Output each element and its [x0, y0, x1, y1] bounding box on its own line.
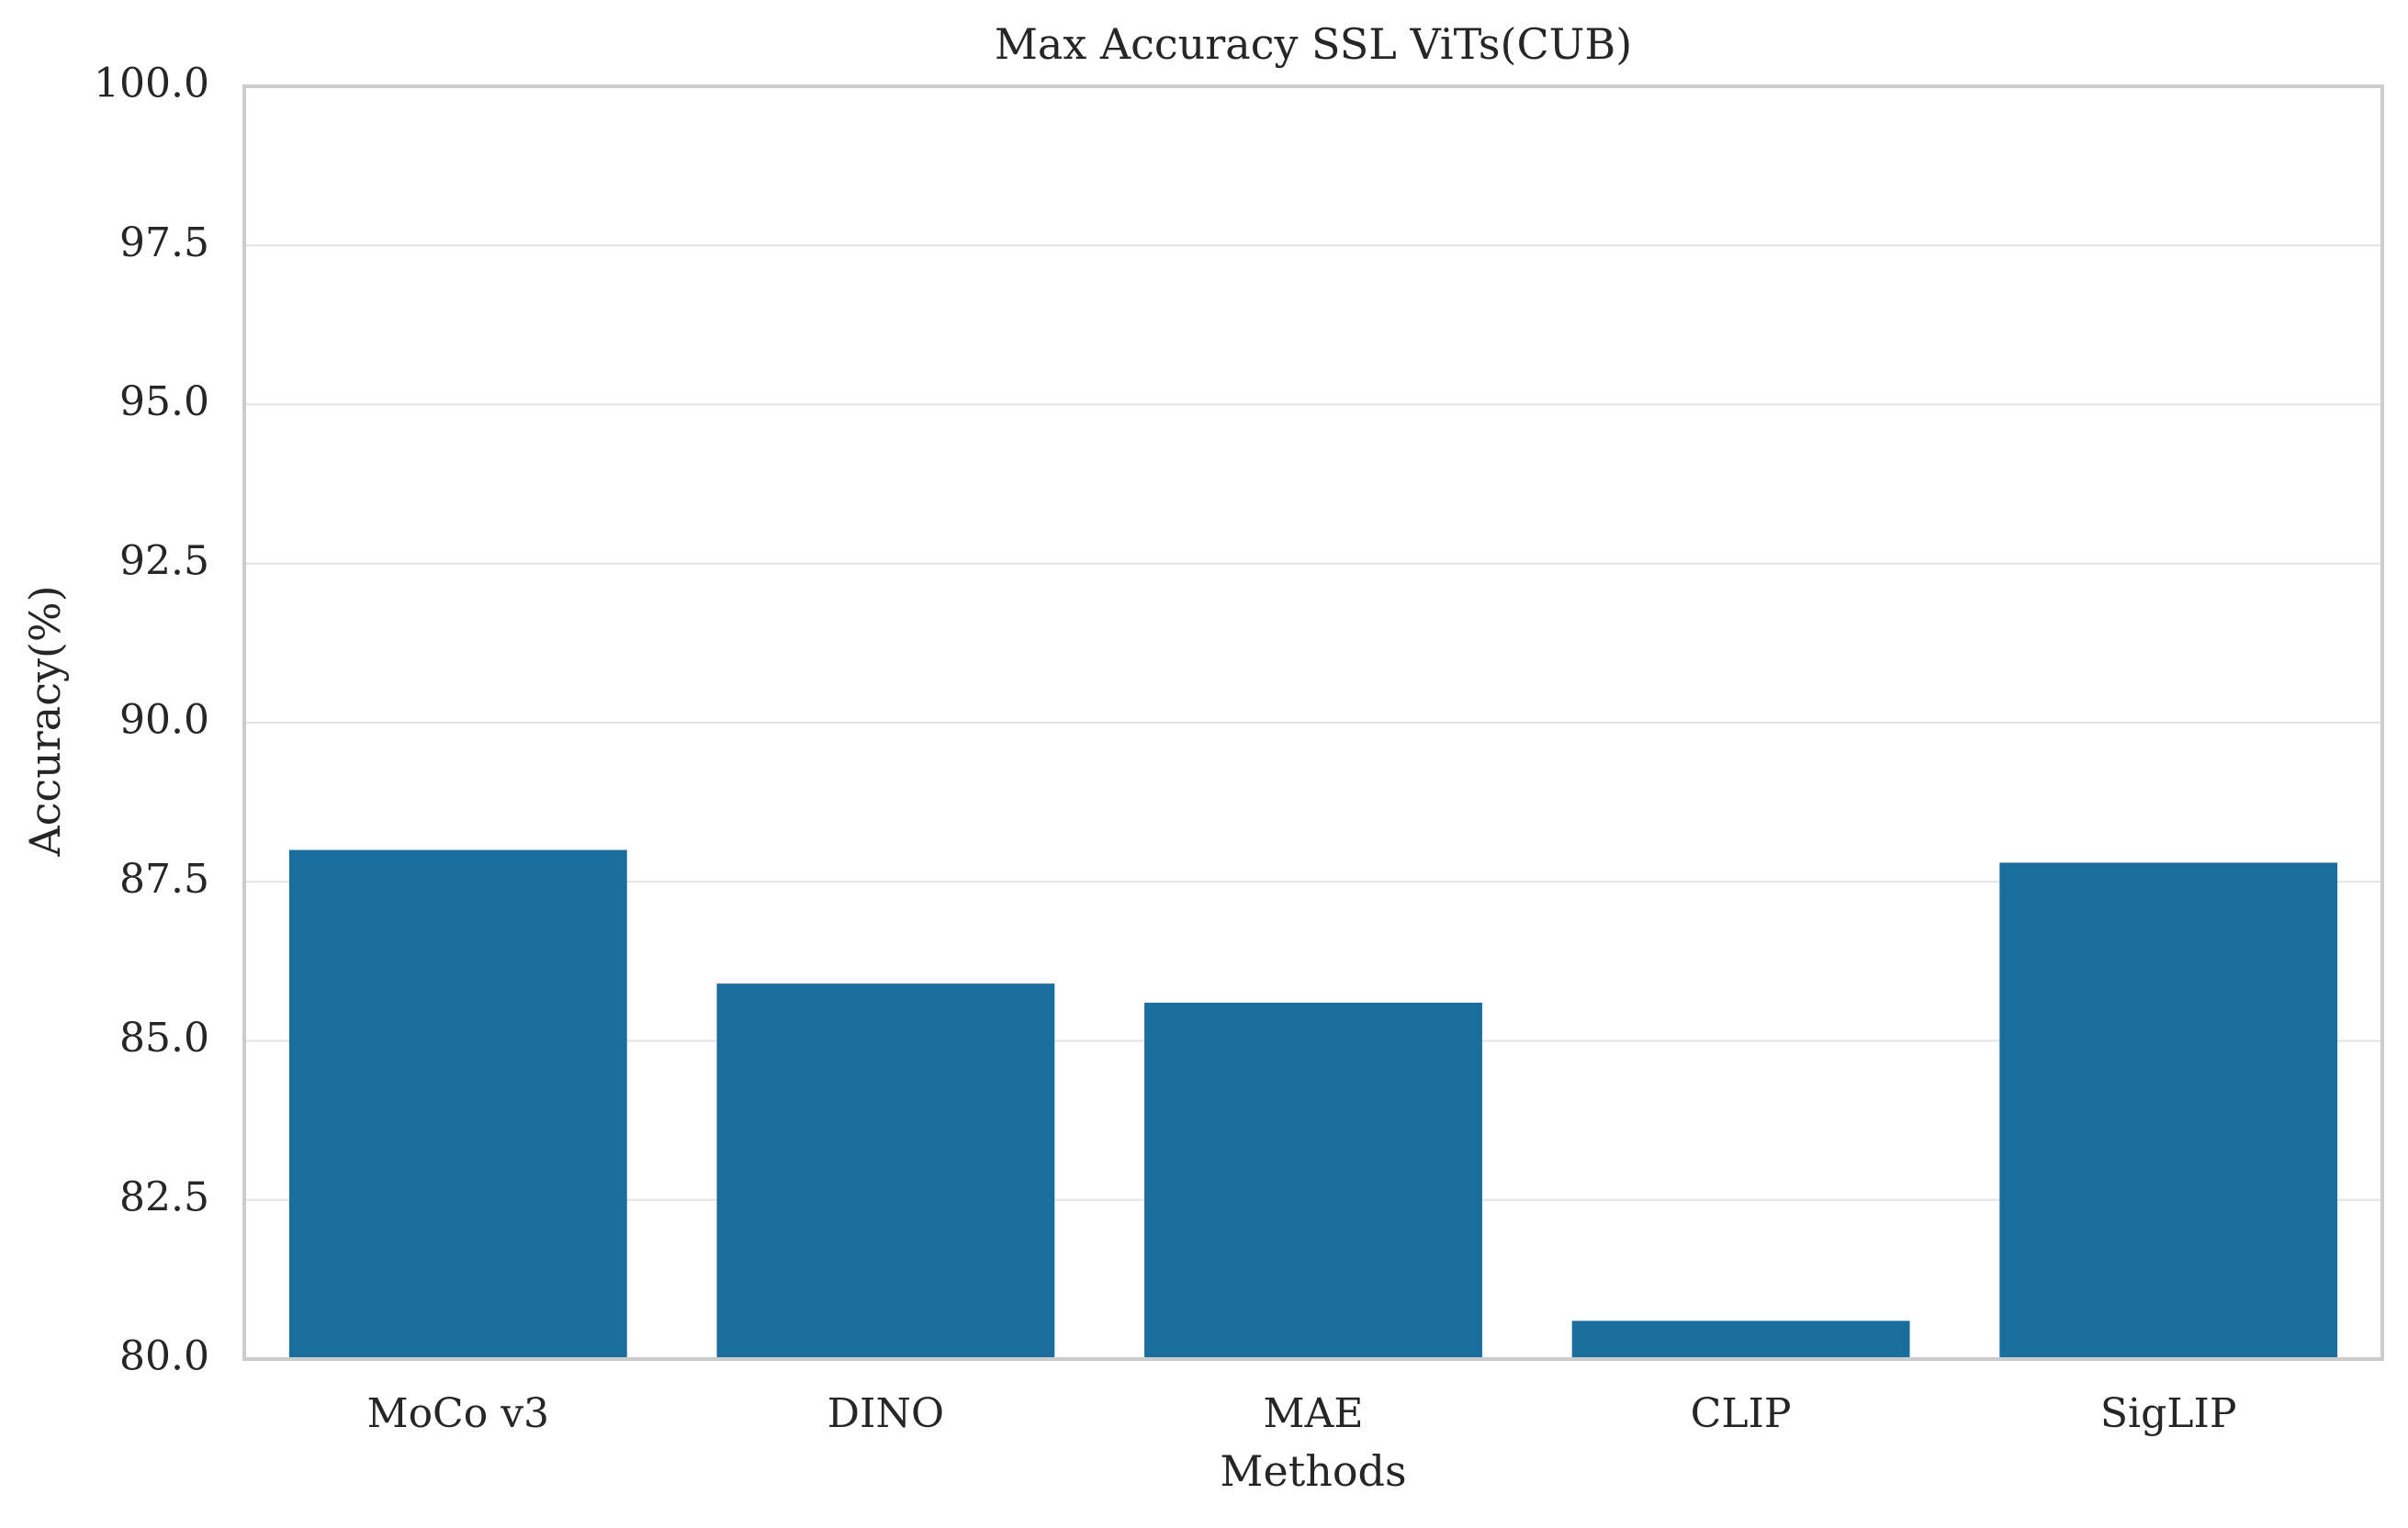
y-tick-label: 92.5 — [119, 537, 209, 584]
y-tick-label: 82.5 — [119, 1174, 209, 1220]
plot-frame — [242, 84, 2384, 1361]
x-tick-label: MoCo v3 — [367, 1390, 550, 1437]
bar-mae — [1144, 1002, 1482, 1359]
x-axis-label: Methods — [1220, 1446, 1406, 1496]
y-tick-label: 87.5 — [119, 856, 209, 903]
x-tick-labels: MoCo v3 DINO MAE CLIP SigLIP — [367, 1390, 2237, 1437]
bar-dino — [716, 983, 1055, 1359]
x-tick-label: MAE — [1264, 1390, 1364, 1437]
y-tick-label: 100.0 — [94, 61, 209, 107]
bar-clip — [1571, 1320, 1910, 1359]
y-tick-label: 95.0 — [119, 378, 209, 425]
y-tick-labels: 80.0 82.5 85.0 87.5 90.0 92.5 95.0 97.5 100.0 — [94, 61, 209, 1380]
bar-siglip — [1999, 862, 2338, 1359]
y-tick-label: 90.0 — [119, 697, 209, 744]
chart-title: Max Accuracy SSL ViTs(CUB) — [995, 19, 1632, 69]
y-axis-label: Accuracy(%) — [20, 585, 70, 857]
x-tick-label: SigLIP — [2100, 1390, 2237, 1437]
bar-moco-v3 — [288, 849, 627, 1359]
x-tick-label: CLIP — [1691, 1390, 1792, 1437]
x-tick-label: DINO — [827, 1390, 944, 1437]
y-tick-label: 80.0 — [119, 1333, 209, 1380]
y-tick-label: 97.5 — [119, 219, 209, 266]
y-tick-label: 85.0 — [119, 1015, 209, 1062]
bars — [288, 849, 2338, 1359]
